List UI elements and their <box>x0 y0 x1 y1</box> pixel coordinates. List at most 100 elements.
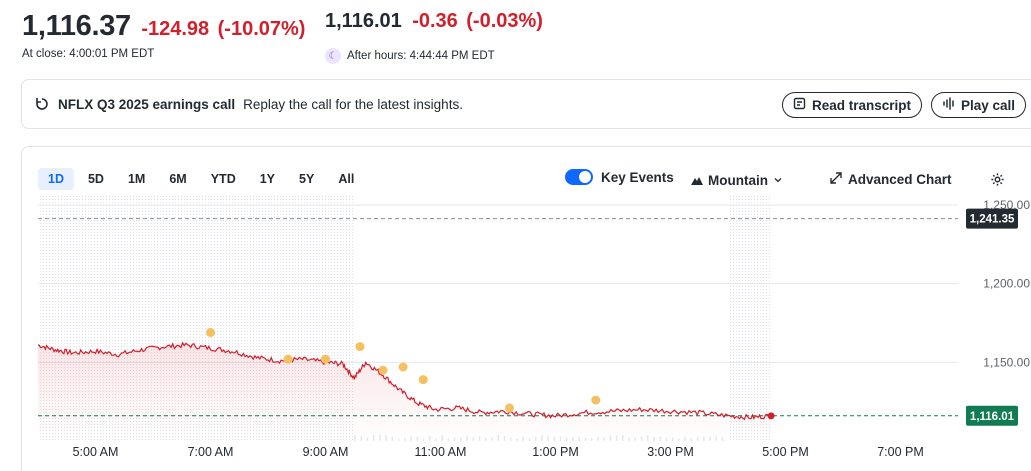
x-tick-label: 7:00 AM <box>188 445 234 459</box>
chart-card: 1D 5D 1M 6M YTD 1Y 5Y All Key Events Mountain A… <box>21 146 1031 471</box>
volume-bar <box>721 437 724 441</box>
after-price: 1,116.01 <box>325 10 402 32</box>
volume-bar <box>566 437 568 441</box>
previous-close-badge-bg <box>966 208 1018 229</box>
volume-bar <box>354 435 356 441</box>
volume-bar <box>522 436 524 441</box>
volume-bar <box>491 437 493 441</box>
after-change: -0.36 <box>412 10 458 32</box>
close-change: -124.98 <box>141 18 210 40</box>
key-event-marker <box>591 395 601 405</box>
volume-bar <box>509 437 512 441</box>
volume-bar <box>653 436 655 441</box>
key-event-marker <box>206 327 215 337</box>
audio-wave-icon <box>942 97 955 113</box>
read-transcript-button[interactable]: Read transcript <box>782 92 923 118</box>
close-price: 1,116.37 <box>22 10 131 42</box>
close-change-pct: (-10.07%) <box>217 18 306 40</box>
earnings-call-description: Replay the call for the latest insights. <box>243 96 463 112</box>
y-tick-label: 1,150.00 <box>983 355 1030 369</box>
volume-bar <box>553 436 556 441</box>
key-event-marker <box>355 342 365 352</box>
volume-bar <box>528 438 531 441</box>
volume-bar <box>478 435 481 441</box>
y-tick-label: 1,200.00 <box>983 277 1030 291</box>
mountain-icon <box>691 173 703 188</box>
volume-bar <box>678 438 680 441</box>
volume-bar <box>503 436 506 441</box>
price-line <box>38 341 772 421</box>
volume-bar <box>460 437 462 441</box>
last-point-marker <box>767 412 775 420</box>
x-tick-label: 3:00 PM <box>647 445 694 459</box>
range-5y[interactable]: 5Y <box>299 172 315 186</box>
volume-bar <box>659 436 661 441</box>
expand-icon <box>830 172 842 187</box>
range-1d[interactable]: 1D <box>38 168 74 190</box>
volume-bar <box>429 435 431 441</box>
range-5d[interactable]: 5D <box>87 172 104 186</box>
volume-bar <box>715 436 718 441</box>
volume-bar <box>665 437 668 441</box>
range-ytd[interactable]: YTD <box>210 172 236 186</box>
range-1m[interactable]: 1M <box>127 172 146 186</box>
volume-bar <box>609 435 612 441</box>
volume-bar <box>547 435 549 441</box>
volume-bar <box>684 436 686 441</box>
volume-bar <box>397 438 400 441</box>
x-tick-label: 11:00 AM <box>415 445 467 459</box>
volume-bar <box>416 437 419 441</box>
volume-bar <box>541 435 543 441</box>
volume-bar <box>709 436 711 441</box>
volume-bar <box>615 435 618 441</box>
y-tick-label: 1,250.00 <box>983 198 1030 212</box>
x-tick-label: 1:00 PM <box>532 445 579 459</box>
volume-bar <box>360 436 362 441</box>
advanced-chart-label: Advanced Chart <box>848 172 952 187</box>
read-transcript-label: Read transcript <box>812 97 912 113</box>
x-tick-label: 5:00 AM <box>73 445 119 459</box>
range-6m[interactable]: 6M <box>169 172 187 186</box>
range-all[interactable]: All <box>338 172 355 186</box>
play-call-button[interactable]: Play call <box>931 92 1027 118</box>
volume-bar <box>453 437 456 441</box>
gear-icon[interactable] <box>990 172 1005 191</box>
key-event-marker <box>418 375 428 385</box>
volume-bar <box>572 437 574 441</box>
volume-bar <box>366 437 369 441</box>
volume-bar <box>647 435 649 441</box>
volume-bar <box>590 438 593 441</box>
volume-bar <box>640 436 643 441</box>
volume-bar <box>603 437 605 441</box>
volume-bar <box>703 436 705 441</box>
last-price-badge-bg <box>966 405 1018 426</box>
close-time: At close: 4:00:01 PM EDT <box>22 48 155 60</box>
volume-bar <box>584 437 587 441</box>
key-event-marker <box>283 354 293 364</box>
volume-bar <box>391 436 394 441</box>
volume-bar <box>696 437 699 441</box>
chart-type-dropdown[interactable]: Mountain <box>691 173 783 188</box>
close-quote: 1,116.37 -124.98 (-10.07%) <box>22 10 305 43</box>
volume-bar <box>597 436 599 441</box>
previous-close-badge: 1,241.35 <box>970 214 1015 226</box>
range-1y[interactable]: 1Y <box>259 172 276 186</box>
toggle-switch[interactable] <box>565 169 593 185</box>
transcript-icon <box>793 97 806 113</box>
key-event-marker <box>505 403 514 413</box>
replay-icon <box>34 96 50 112</box>
volume-bar <box>422 438 425 441</box>
chart-type-label: Mountain <box>708 173 768 188</box>
last-price-badge: 1,116.01 <box>970 411 1015 423</box>
key-events-toggle[interactable]: Key Events <box>565 169 674 185</box>
key-events-label: Key Events <box>601 169 674 185</box>
volume-bar <box>622 435 624 441</box>
volume-bar <box>447 438 450 441</box>
earnings-call-banner: NFLX Q3 2025 earnings call Replay the ca… <box>21 79 1031 129</box>
afterhours-zone <box>728 196 772 441</box>
volume-bar <box>410 435 412 441</box>
volume-bar <box>628 437 630 441</box>
volume-bar <box>441 435 443 441</box>
advanced-chart-button[interactable]: Advanced Chart <box>830 172 952 187</box>
